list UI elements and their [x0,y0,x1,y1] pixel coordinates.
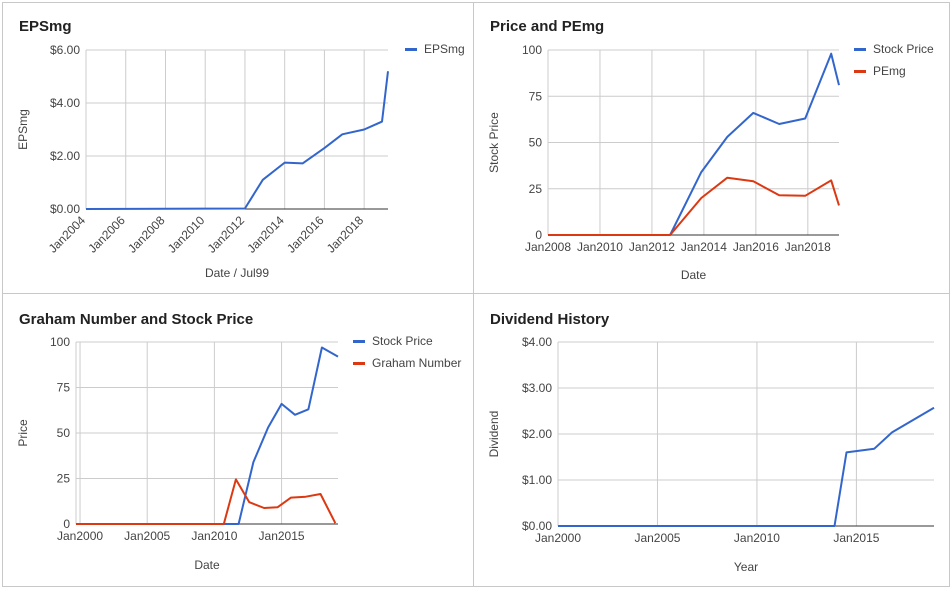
series-line-pemg [548,176,840,236]
chart-title: Graham Number and Stock Price [19,311,253,328]
legend-swatch-epsmg [405,48,417,51]
y-tick-label: 75 [57,381,71,395]
y-axis-title: EPSmg [16,109,30,150]
x-tick-label: Jan2010 [165,213,208,256]
y-tick-label: $2.00 [522,427,552,441]
series-line-dividend [558,406,935,527]
legend-label-stock-price: Stock Price [873,42,934,56]
y-tick-label: 100 [50,335,70,349]
panel-graham-number: Graham Number and Stock Price 0 25 50 75 100 J… [2,293,474,587]
legend-swatch-graham-number [353,362,365,365]
y-tick-label: $2.00 [50,149,80,163]
chart-dividend-history: Dividend History $0.00 $1.00 $2.00 $3.00 $4.0… [487,311,935,574]
y-tick-label: 50 [57,426,71,440]
y-tick-label: $0.00 [50,202,80,216]
y-axis-title: Dividend [487,411,501,458]
x-tick-label: Jan2008 [525,240,571,254]
legend-label-epsmg: EPSmg [424,42,465,56]
chart-price-pemg: Price and PEmg 0 25 50 75 100 Jan2008 Jan2010 Ja… [487,18,934,282]
x-tick-label: Jan2018 [324,213,367,256]
x-tick-label: Jan2016 [284,213,327,256]
x-tick-label: Jan2010 [734,531,780,545]
x-tick-label: Jan2015 [833,531,879,545]
x-tick-label: Jan2014 [244,213,287,256]
y-tick-label: $6.00 [50,43,80,57]
legend-label-graham-number: Graham Number [372,356,461,370]
x-axis-title: Date [194,558,220,572]
chart-title: EPSmg [19,18,72,35]
legend-label-pemg: PEmg [873,64,906,78]
y-tick-label: $0.00 [522,519,552,533]
x-tick-label: Jan2000 [57,529,103,543]
series-line-graham-number [76,478,337,525]
x-axis-title: Date [681,268,707,282]
y-tick-label: 0 [535,228,542,242]
chart-epsmg: EPSmg$0.00$2.00$4.00$6.00Jan2004Jan2006J… [16,18,465,280]
panel-price-pemg: Price and PEmg 0 25 50 75 100 Jan2008 Jan2010 Ja… [473,2,950,294]
series-line-stock-price [548,52,840,236]
chart-graham-number: Graham Number and Stock Price 0 25 50 75 100 J… [16,311,461,572]
x-tick-label: Jan2010 [191,529,237,543]
y-tick-label: $4.00 [522,335,552,349]
series-line-epsmg [85,71,389,210]
x-tick-label: Jan2005 [634,531,680,545]
y-tick-label: 75 [529,89,543,103]
y-tick-label: 100 [522,43,542,57]
legend-swatch-stock-price [353,340,365,343]
series-line-stock-price [76,346,339,525]
y-tick-label: $4.00 [50,96,80,110]
x-tick-label: Jan2014 [681,240,727,254]
x-tick-label: Jan2012 [205,213,248,256]
y-tick-label: 25 [57,472,71,486]
legend-swatch-pemg [854,70,866,73]
y-tick-label: 25 [529,182,543,196]
x-tick-label: Jan2012 [629,240,675,254]
x-tick-label: Jan2005 [124,529,170,543]
x-tick-label: Jan2018 [785,240,831,254]
legend-label-stock-price: Stock Price [372,334,433,348]
x-tick-label: Jan2006 [85,213,128,256]
x-tick-label: Jan2008 [125,213,168,256]
x-tick-label: Jan2010 [577,240,623,254]
x-axis-title: Date / Jul99 [205,266,269,280]
x-tick-label: Jan2015 [259,529,305,543]
x-tick-label: Jan2000 [535,531,581,545]
y-tick-label: $3.00 [522,381,552,395]
x-tick-label: Jan2004 [46,213,89,256]
legend-swatch-stock-price [854,48,866,51]
x-axis-title: Year [734,560,758,574]
chart-title: Dividend History [490,311,610,328]
x-tick-label: Jan2016 [733,240,779,254]
chart-title: Price and PEmg [490,18,604,35]
y-tick-label: 0 [63,517,70,531]
y-axis-title: Price [16,419,30,447]
panel-dividend-history: Dividend History $0.00 $1.00 $2.00 $3.00 $4.0… [473,293,950,587]
y-axis-title: Stock Price [487,112,501,173]
y-tick-label: $1.00 [522,473,552,487]
panel-epsmg: EPSmg $0.00 $2.00 $4.00 $6.00 Jan2004 Jan2006 J… [2,2,474,294]
y-tick-label: 50 [529,136,543,150]
